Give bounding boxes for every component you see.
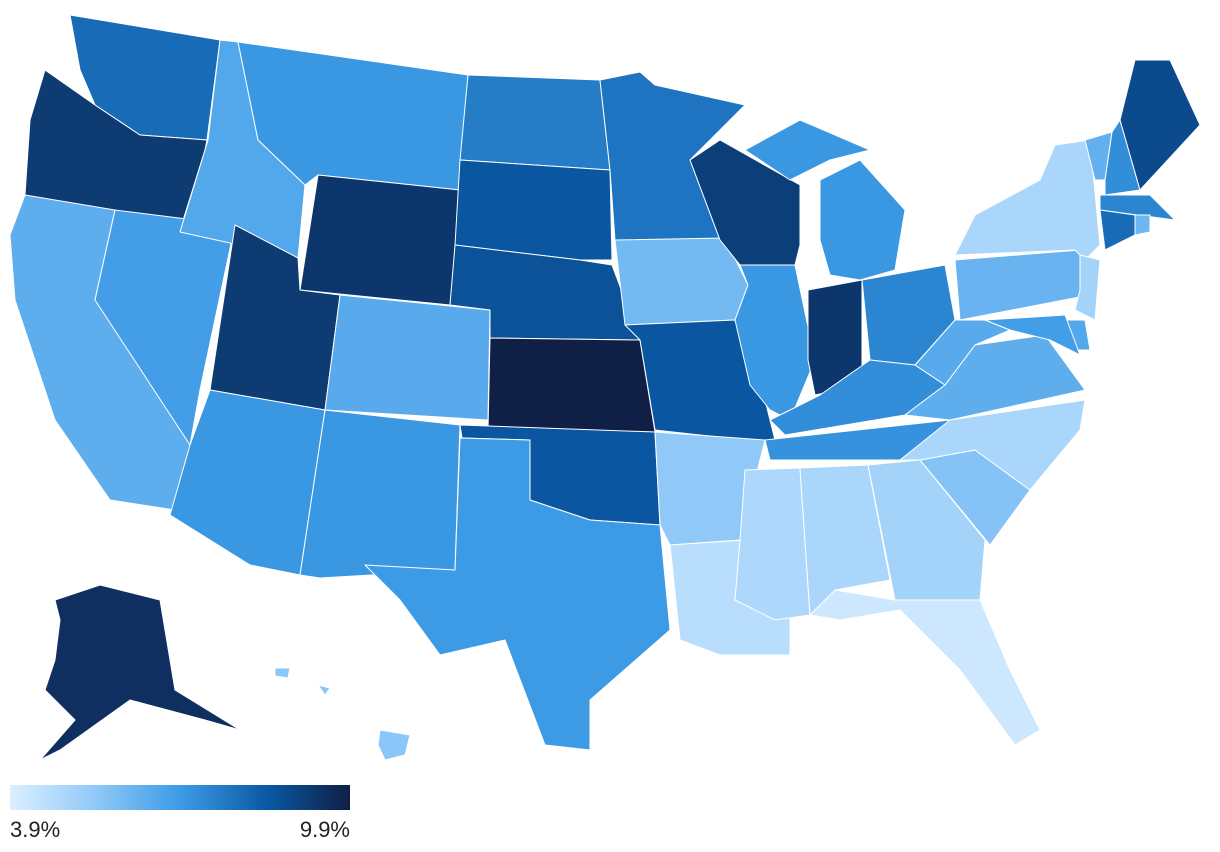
- region: [734, 264, 816, 421]
- region: [299, 174, 461, 306]
- region: [1099, 209, 1136, 251]
- region: [867, 459, 986, 601]
- region: [809, 589, 1041, 746]
- region: [364, 437, 671, 751]
- region: [1104, 119, 1141, 196]
- region: [954, 249, 1091, 321]
- region: [459, 74, 611, 171]
- region: [39, 584, 241, 761]
- legend-label: 3.9%: [10, 817, 60, 842]
- region: [734, 467, 811, 621]
- region: [954, 139, 1101, 261]
- region: [454, 159, 613, 261]
- region: [1099, 194, 1176, 221]
- region: [1074, 254, 1101, 321]
- region: [317, 684, 331, 696]
- region: [899, 399, 1086, 491]
- region: [299, 409, 461, 579]
- region: [984, 314, 1081, 356]
- color-bar: [10, 785, 350, 810]
- region: [377, 729, 411, 761]
- legend-label: 9.9%: [300, 817, 350, 842]
- region: [819, 159, 906, 281]
- region: [1119, 59, 1201, 191]
- region: [274, 667, 291, 679]
- region: [324, 294, 491, 421]
- region: [744, 119, 871, 181]
- region: [487, 337, 656, 433]
- region: [614, 237, 749, 326]
- region: [689, 139, 801, 266]
- region: [1134, 214, 1151, 236]
